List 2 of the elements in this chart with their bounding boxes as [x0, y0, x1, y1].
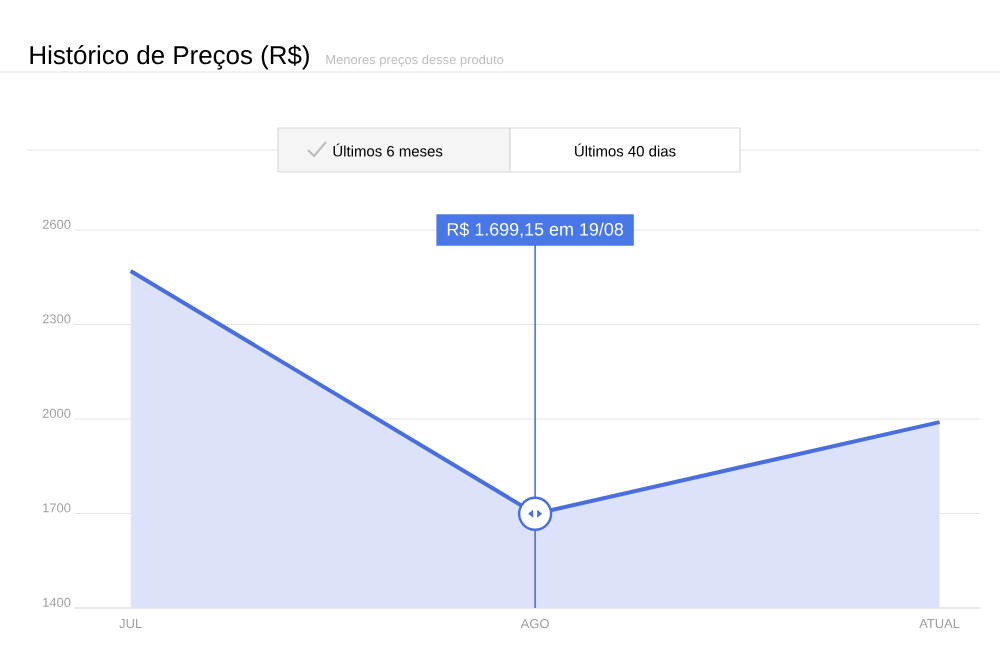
- ref-line-label: R$ 1.699,15 em 19/08: [447, 222, 624, 238]
- chart-title: Histórico de Preços (R$): [30, 44, 309, 70]
